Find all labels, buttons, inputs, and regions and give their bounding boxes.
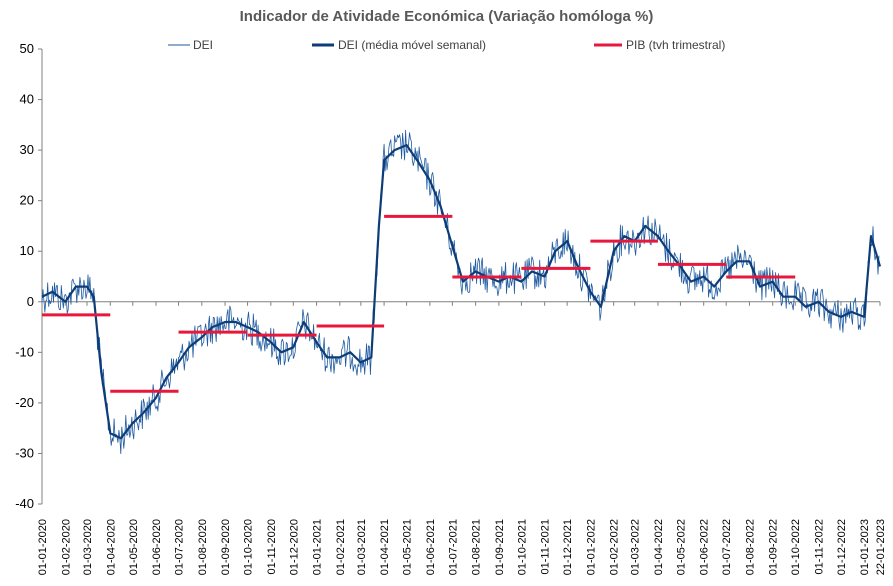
- series-line-dei-ma: [41, 144, 882, 440]
- x-tick-label: 01-04-2021: [379, 519, 391, 575]
- y-tick-label: -40: [15, 496, 34, 511]
- x-tick-label: 01-05-2022: [675, 519, 687, 575]
- legend: DEI DEI (média móvel semanal) PIB (tvh t…: [168, 38, 725, 52]
- series-line-dei: [41, 129, 880, 455]
- x-tick-label: 01-07-2020: [174, 519, 186, 575]
- x-tick-label: 01-11-2020: [266, 519, 278, 574]
- x-tick-label: 01-05-2020: [128, 519, 140, 575]
- x-tick-label: 22-01-2023: [875, 519, 887, 575]
- plot-area: [41, 129, 882, 455]
- y-tick-label: -10: [15, 344, 34, 359]
- x-tick-label: 01-08-2022: [744, 519, 756, 575]
- y-tick-label: 50: [20, 41, 34, 56]
- y-tick-label: 30: [20, 142, 34, 157]
- x-axis: 01-01-2020 01-02-2020 01-03-2020 01-04-2020…: [37, 301, 887, 575]
- chart-title: Indicador de Atividade Económica (Variaç…: [239, 8, 654, 25]
- x-tick-label: 01-04-2020: [105, 519, 117, 575]
- x-tick-label: 01-02-2021: [335, 519, 347, 575]
- y-tick-label: 0: [27, 294, 34, 309]
- x-tick-label: 01-02-2020: [60, 519, 72, 575]
- x-tick-label: 01-01-2022: [585, 519, 597, 575]
- y-tick-label: 20: [20, 193, 34, 208]
- y-tick-label: -20: [15, 395, 34, 410]
- x-tick-label: 01-12-2021: [562, 519, 574, 575]
- x-tick-label: 01-04-2022: [653, 519, 665, 575]
- x-tick-label: 01-07-2021: [447, 519, 459, 575]
- y-tick-label: 10: [20, 243, 34, 258]
- x-tick-label: 01-01-2021: [312, 519, 324, 575]
- x-tick-label: 01-01-2023: [859, 519, 871, 575]
- x-tick-label: 01-09-2022: [768, 519, 780, 575]
- legend-label-dei-ma: DEI (média móvel semanal): [338, 38, 486, 52]
- x-tick-label: 01-06-2020: [151, 519, 163, 575]
- legend-label-pib: PIB (tvh trimestral): [626, 38, 725, 52]
- x-tick-label: 01-09-2021: [494, 519, 506, 575]
- x-tick-label: 01-10-2022: [790, 519, 802, 575]
- y-tick-label: -30: [15, 445, 34, 460]
- x-tick-label: 01-08-2021: [471, 519, 483, 575]
- x-tick-label: 01-05-2021: [402, 519, 414, 575]
- x-tick-label: 01-11-2021: [540, 519, 552, 574]
- x-tick-label: 01-12-2020: [288, 519, 300, 575]
- x-tick-label: 01-01-2020: [37, 519, 49, 575]
- x-tick-label: 01-07-2022: [721, 519, 733, 575]
- x-tick-label: 01-03-2022: [630, 519, 642, 575]
- y-axis: 50 40 30 20 10 0 -10 -20 -30 -40: [15, 41, 43, 511]
- x-tick-label: 01-12-2022: [836, 519, 848, 575]
- x-tick-label: 01-08-2020: [197, 519, 209, 575]
- x-tick-label: 01-03-2021: [356, 519, 368, 575]
- x-tick-label: 01-09-2020: [220, 519, 232, 575]
- x-tick-label: 01-10-2020: [243, 519, 255, 575]
- x-tick-label: 01-06-2022: [699, 519, 711, 575]
- x-tick-label: 01-06-2021: [425, 519, 437, 575]
- x-tick-label: 01-02-2022: [609, 519, 621, 575]
- y-tick-label: 40: [20, 92, 34, 107]
- legend-label-dei: DEI: [193, 38, 213, 52]
- x-tick-label: 01-11-2022: [813, 519, 825, 574]
- x-tick-label: 01-10-2021: [516, 519, 528, 575]
- x-tick-label: 01-03-2020: [82, 519, 94, 575]
